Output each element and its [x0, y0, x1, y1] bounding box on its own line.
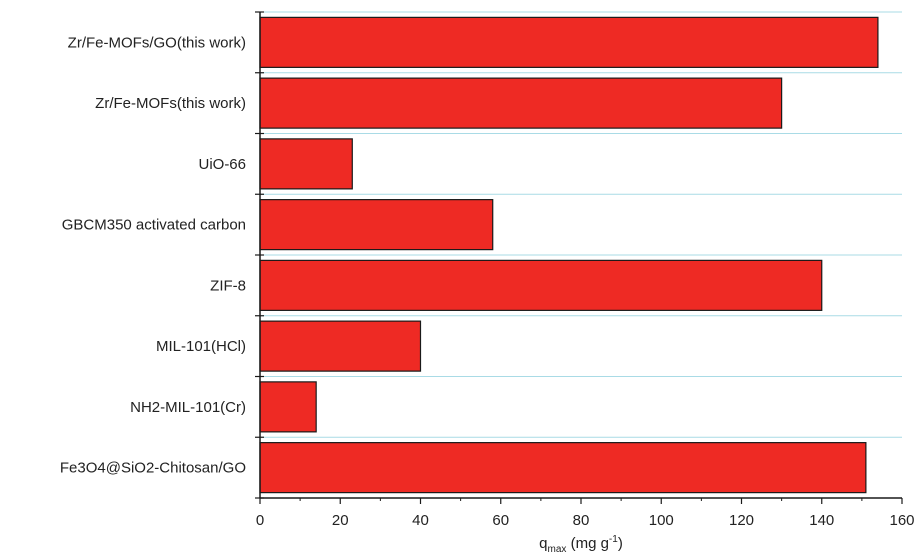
x-axis-ticks: 0 20 40 60 80 100 120 140 160	[255, 11, 915, 529]
gridlines	[260, 11, 902, 438]
x-tick-label: 80	[573, 512, 590, 529]
x-axis-title: qmax (mg g-1)	[539, 534, 623, 555]
x-tick-label: 40	[412, 512, 429, 529]
x-tick-label: 20	[332, 512, 349, 529]
bar	[259, 381, 317, 433]
category-label: UiO-66	[198, 156, 246, 173]
category-label: Zr/Fe-MOFs(this work)	[95, 95, 246, 112]
category-label: GBCM350 activated carbon	[62, 217, 246, 234]
bar	[259, 77, 783, 129]
bars	[259, 16, 879, 494]
x-tick-label: 100	[649, 512, 674, 529]
x-tick-label: 120	[729, 512, 754, 529]
bar	[259, 320, 422, 372]
bar	[259, 199, 494, 251]
category-label: MIL-101(HCl)	[156, 338, 246, 355]
x-tick-label: 160	[889, 512, 914, 529]
category-labels: Zr/Fe-MOFs/GO(this work) Zr/Fe-MOFs(this …	[60, 34, 246, 476]
bar	[259, 259, 823, 311]
x-axis-title-unit: (mg g	[566, 535, 609, 552]
x-axis-title-sup: -1	[609, 534, 618, 545]
x-tick-label: 60	[492, 512, 509, 529]
bar	[259, 138, 353, 190]
category-label: Zr/Fe-MOFs/GO(this work)	[68, 34, 246, 51]
x-axis-title-main: q	[539, 535, 547, 552]
category-label: ZIF-8	[210, 277, 246, 294]
x-axis-title-close: )	[618, 535, 623, 552]
x-tick-label: 140	[809, 512, 834, 529]
category-label: NH2-MIL-101(Cr)	[130, 399, 246, 416]
bar	[259, 442, 867, 494]
bar	[259, 16, 879, 68]
x-axis-title-sub: max	[548, 544, 567, 555]
x-tick-label: 0	[256, 512, 264, 529]
category-label: Fe3O4@SiO2-Chitosan/GO	[60, 460, 246, 477]
